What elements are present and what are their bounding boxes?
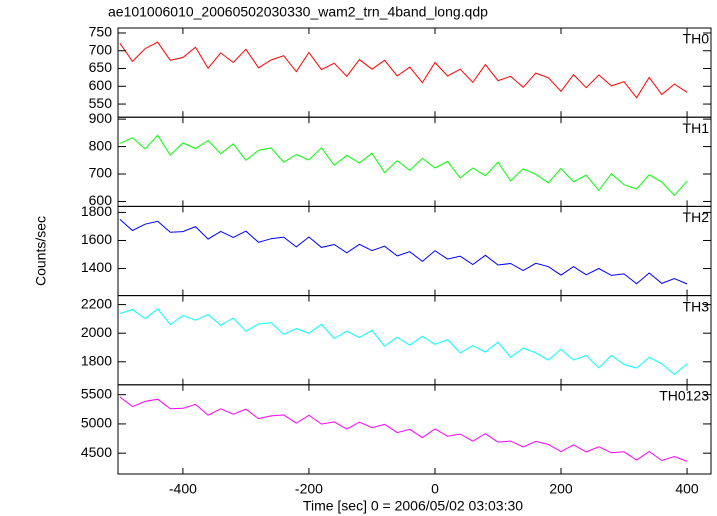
y-tick-label: 600 (89, 192, 113, 208)
y-tick-label: 5000 (81, 415, 112, 431)
y-tick-label: 750 (89, 24, 113, 40)
panel-frame (117, 384, 712, 475)
x-tick-label: -400 (169, 481, 197, 497)
y-tick-label: 4500 (81, 444, 112, 460)
data-line (119, 134, 688, 197)
y-tick-label: 800 (89, 137, 113, 153)
series-label: TH0 (683, 31, 710, 47)
series-label: TH3 (683, 298, 710, 314)
x-tick-label: 0 (431, 481, 439, 497)
y-tick-label: 2200 (81, 295, 112, 311)
x-tick-label: 200 (549, 481, 573, 497)
y-tick-label: 5500 (81, 385, 112, 401)
y-tick-label: 2000 (81, 324, 112, 340)
x-tick-label: 400 (675, 481, 699, 497)
series-label: TH1 (683, 120, 710, 136)
y-tick-label: 900 (89, 110, 113, 126)
data-line (119, 41, 688, 99)
y-tick-label: 1600 (81, 231, 112, 247)
y-axis-label: Counts/sec (33, 216, 49, 286)
data-line (119, 219, 688, 285)
x-axis-label: Time [sec] 0 = 2006/05/02 03:03:30 (303, 498, 523, 514)
y-tick-label: 600 (89, 77, 113, 93)
data-line (119, 308, 688, 376)
y-tick-label: 700 (89, 41, 113, 57)
y-tick-label: 1400 (81, 259, 112, 275)
y-tick-label: 1800 (81, 352, 112, 368)
data-line (119, 396, 688, 462)
y-tick-label: 550 (89, 95, 113, 111)
y-tick-label: 700 (89, 165, 113, 181)
series-label: TH0123 (659, 388, 709, 404)
chart-title: ae101006010_20060502030330_wam2_trn_4ban… (108, 4, 488, 20)
y-tick-label: 1800 (81, 203, 112, 219)
x-tick-label: -200 (295, 481, 323, 497)
series-label: TH2 (683, 209, 710, 225)
y-tick-label: 650 (89, 59, 113, 75)
